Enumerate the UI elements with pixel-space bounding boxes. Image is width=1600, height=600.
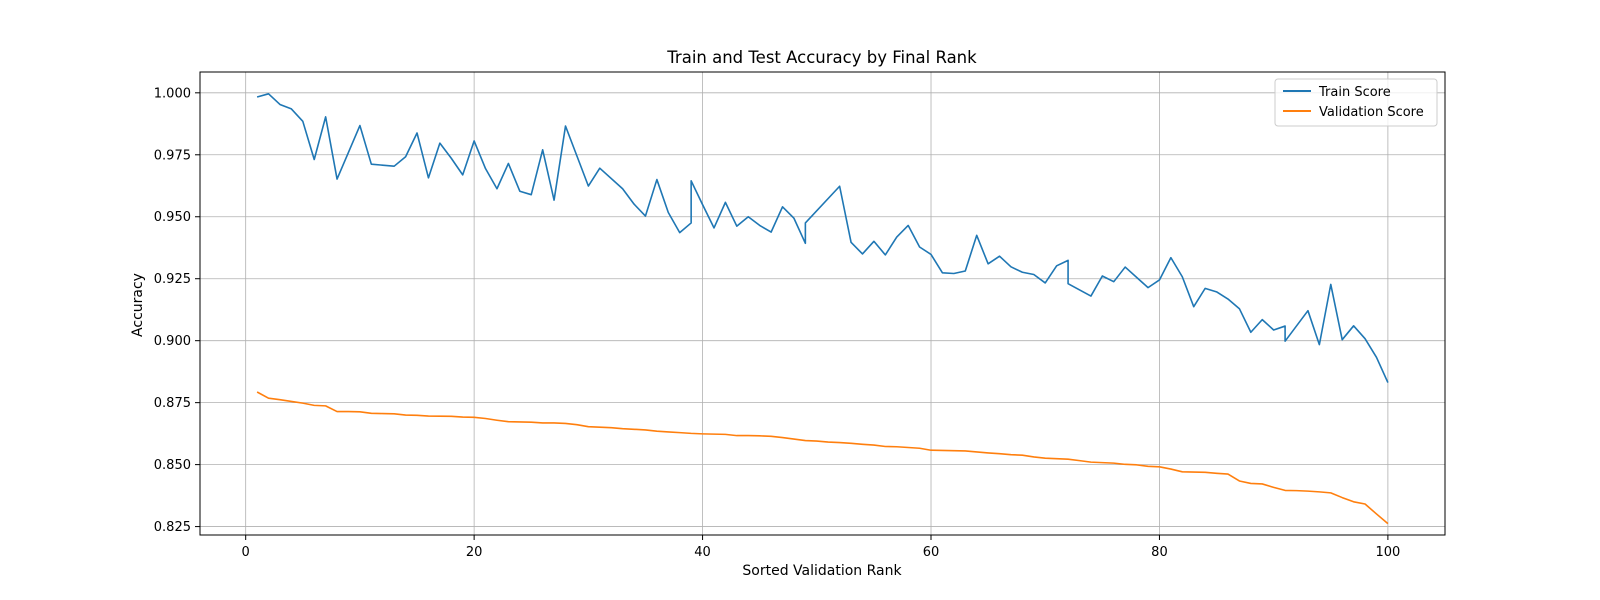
y-tick-label: 0.950 xyxy=(154,210,191,225)
x-tick-label: 100 xyxy=(1375,545,1400,560)
legend-label-validation-score: Validation Score xyxy=(1319,105,1424,120)
y-axis-label: Accuracy xyxy=(130,273,146,337)
series-line-train-score xyxy=(256,93,1389,383)
y-tick-label: 0.875 xyxy=(154,396,191,411)
y-tick-label: 0.975 xyxy=(154,148,191,163)
x-tick-label: 20 xyxy=(466,545,483,560)
x-tick-label: 80 xyxy=(1151,545,1168,560)
y-tick-label: 0.850 xyxy=(154,458,191,473)
legend: Train Score Validation Score xyxy=(1274,78,1438,127)
y-tick-label: 0.925 xyxy=(154,272,191,287)
axis-ticks: 0 20 40 60 80 100 0.825 0.850 0.875 0.900 0.925 0.9… xyxy=(154,86,1401,560)
chart-title: Train and Test Accuracy by Final Rank xyxy=(666,48,977,67)
grid xyxy=(200,72,1445,535)
x-tick-label: 60 xyxy=(923,545,940,560)
x-tick-label: 0 xyxy=(242,545,250,560)
legend-label-train-score: Train Score xyxy=(1318,85,1391,100)
series-lines xyxy=(256,93,1389,525)
plot-frame xyxy=(199,71,1446,536)
y-tick-label: 0.900 xyxy=(154,334,191,349)
series-line-validation-score xyxy=(256,391,1389,525)
y-tick-label: 1.000 xyxy=(154,86,191,101)
x-tick-label: 40 xyxy=(694,545,711,560)
legend-box xyxy=(1274,78,1438,127)
y-tick-label: 0.825 xyxy=(154,520,191,535)
x-axis-label: Sorted Validation Rank xyxy=(742,563,902,579)
